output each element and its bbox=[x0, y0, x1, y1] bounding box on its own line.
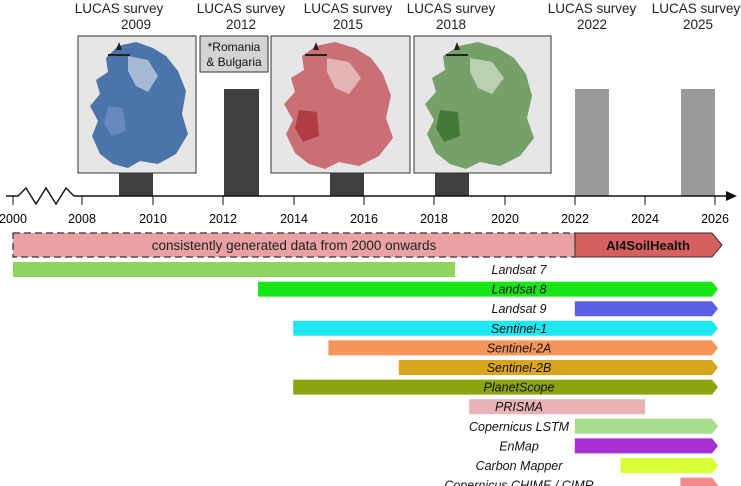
mission-bars: Landsat 7 Landsat 8 Landsat 9 Sentinel-1 Sen… bbox=[13, 262, 718, 486]
survey-note-line1: *Romania bbox=[208, 40, 261, 54]
mission-bar-planetscope bbox=[293, 379, 718, 395]
north-arrow-icon bbox=[446, 42, 468, 56]
mission-bar-copernicus-chime-cimr bbox=[680, 477, 718, 486]
north-arrow-icon bbox=[108, 42, 130, 56]
survey-year-2009: 2009 bbox=[121, 17, 151, 32]
tick-label: 2024 bbox=[631, 212, 659, 226]
tick-label: 2020 bbox=[491, 212, 519, 226]
survey-bar-2012 bbox=[224, 89, 259, 196]
mission-label: Copernicus CHIME / CIMR bbox=[444, 479, 593, 486]
mission-label: Sentinel-1 bbox=[491, 322, 547, 336]
tick-label: 2016 bbox=[350, 212, 378, 226]
tick-label: 2022 bbox=[561, 212, 589, 226]
mission-label: Landsat 9 bbox=[492, 302, 547, 316]
survey-title-2009: LUCAS survey bbox=[75, 1, 164, 16]
mission-label: PlanetScope bbox=[484, 381, 555, 395]
banner-ai4 bbox=[574, 232, 723, 258]
survey-title-2015: LUCAS survey bbox=[304, 1, 393, 16]
mission-bar-enmap bbox=[574, 438, 718, 454]
mission-label: EnMap bbox=[499, 439, 539, 453]
mission-label: Sentinel-2B bbox=[487, 361, 552, 375]
mission-bar-copernicus-lstm bbox=[574, 418, 718, 434]
mission-bar-landsat-7 bbox=[13, 262, 456, 277]
survey-year-2025: 2025 bbox=[683, 17, 713, 32]
mission-label: Sentinel-2A bbox=[487, 341, 552, 355]
axis-arrow-icon bbox=[726, 191, 737, 201]
map-2015 bbox=[270, 35, 411, 174]
north-arrow-icon bbox=[305, 42, 327, 56]
mission-bar-landsat-8 bbox=[258, 281, 718, 297]
survey-title-2018: LUCAS survey bbox=[407, 1, 496, 16]
map-2009 bbox=[77, 35, 197, 174]
timeline-axis bbox=[6, 186, 737, 206]
survey-title-2025: LUCAS survey bbox=[652, 1, 741, 16]
tick-label: 2008 bbox=[68, 212, 96, 226]
tick-label: 2010 bbox=[139, 212, 167, 226]
tick-label: 2012 bbox=[209, 212, 237, 226]
mission-bar-sentinel-2b bbox=[398, 360, 718, 375]
mission-label: Copernicus LSTM bbox=[469, 420, 570, 434]
mission-bar-sentinel-2a bbox=[328, 340, 718, 356]
survey-bar-2022 bbox=[575, 89, 609, 196]
banner-ai4-label: AI4SoilHealth bbox=[606, 238, 690, 253]
survey-year-2015: 2015 bbox=[333, 17, 363, 32]
mission-bar-sentinel-1 bbox=[293, 320, 718, 336]
survey-year-2022: 2022 bbox=[577, 17, 607, 32]
mission-bar-prisma bbox=[469, 399, 646, 415]
mission-label: PRISMA bbox=[495, 400, 543, 414]
survey-year-2012: 2012 bbox=[226, 17, 256, 32]
tick-label: 2026 bbox=[701, 212, 729, 226]
mission-bar-landsat-9 bbox=[574, 301, 718, 317]
survey-year-2018: 2018 bbox=[436, 17, 466, 32]
tick-label: 2018 bbox=[420, 212, 448, 226]
mission-label: Carbon Mapper bbox=[476, 459, 564, 473]
survey-title-2012: LUCAS survey bbox=[197, 1, 286, 16]
mission-label: Landsat 8 bbox=[492, 283, 547, 297]
tick-label: 2000 bbox=[0, 212, 27, 226]
survey-note-box bbox=[199, 35, 269, 73]
banner-main-label: consistently generated data from 2000 on… bbox=[152, 238, 437, 253]
survey-note-line2: & Bulgaria bbox=[206, 55, 262, 69]
mission-bar-carbon-mapper bbox=[620, 458, 718, 473]
mission-label: Landsat 7 bbox=[492, 263, 548, 277]
survey-bar-2025 bbox=[681, 89, 715, 196]
map-2018 bbox=[413, 35, 552, 174]
tick-label: 2014 bbox=[280, 212, 308, 226]
survey-title-2022: LUCAS survey bbox=[548, 1, 637, 16]
